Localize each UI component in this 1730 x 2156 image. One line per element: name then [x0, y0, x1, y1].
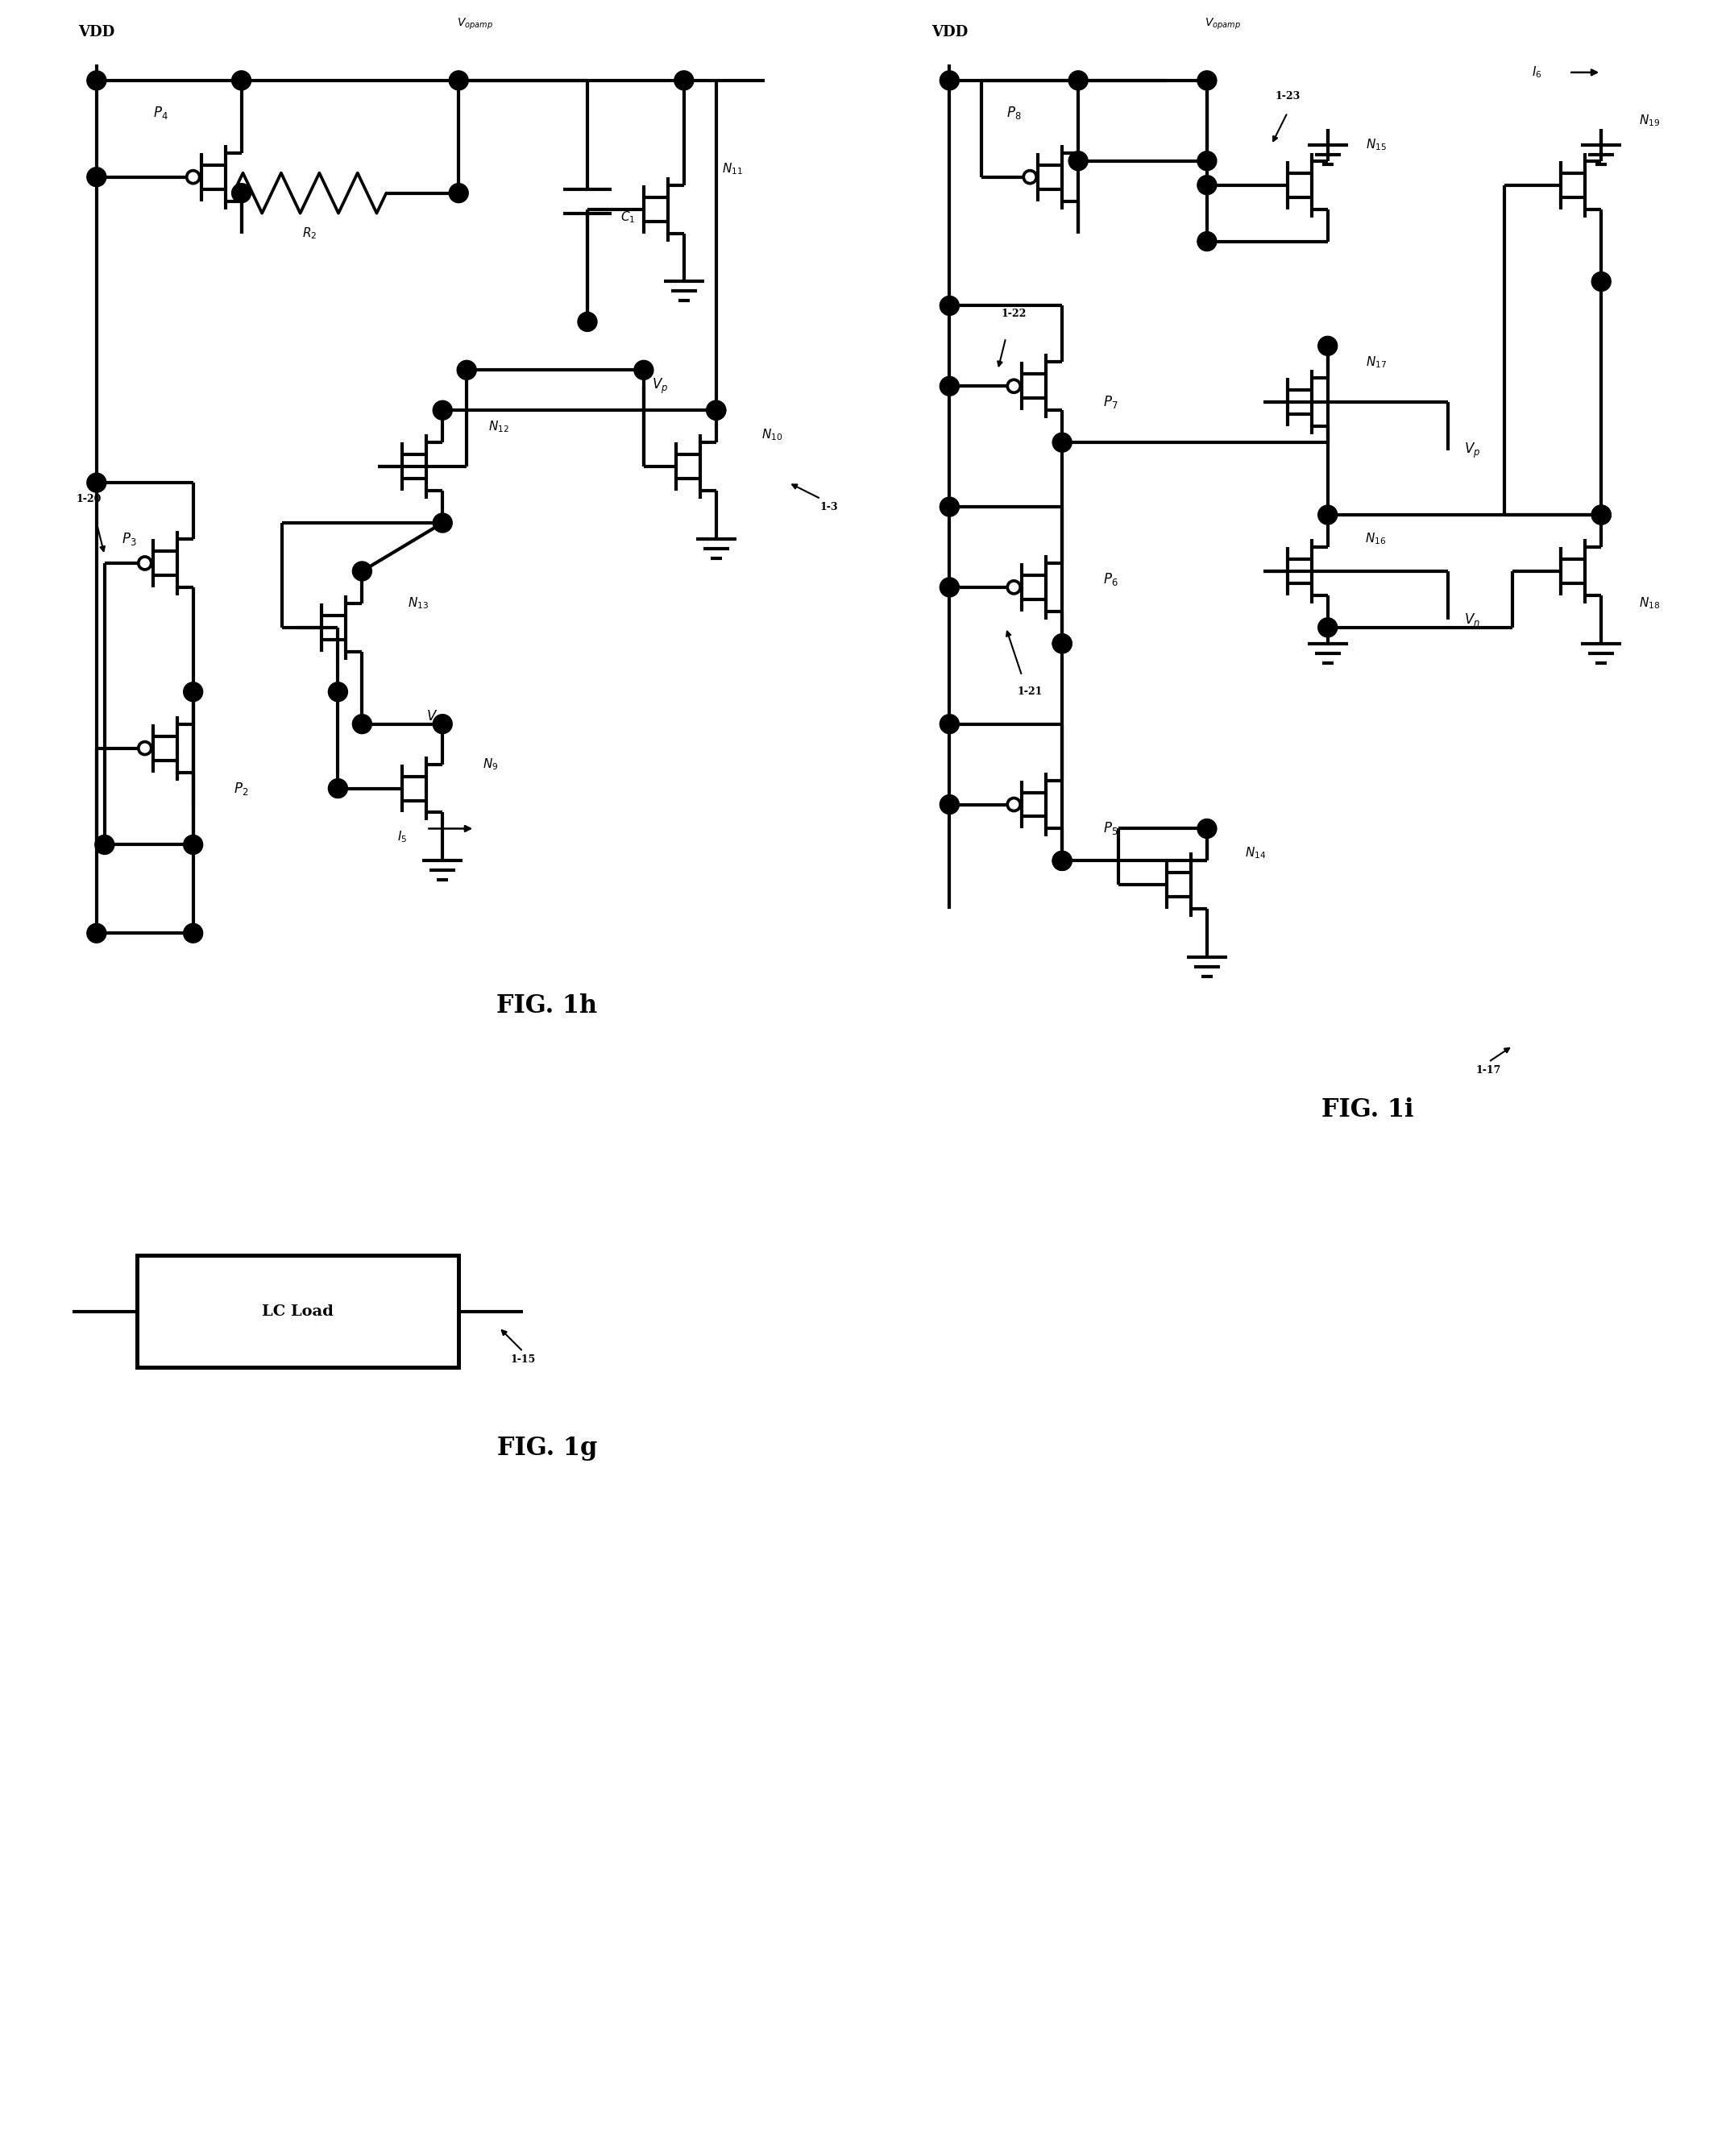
Text: $P_7$: $P_7$	[1104, 395, 1118, 410]
Text: $N_{17}$: $N_{17}$	[1365, 354, 1386, 369]
Circle shape	[138, 556, 151, 569]
Circle shape	[1069, 151, 1088, 170]
Text: $I_6$: $I_6$	[1531, 65, 1541, 80]
Text: LC Load: LC Load	[261, 1304, 334, 1319]
Text: $N_{14}$: $N_{14}$	[1244, 845, 1266, 860]
Circle shape	[1197, 175, 1216, 194]
Text: $C_1$: $C_1$	[621, 209, 635, 224]
Circle shape	[939, 578, 958, 597]
Circle shape	[329, 681, 348, 701]
Circle shape	[1197, 231, 1216, 250]
Circle shape	[183, 923, 202, 942]
Text: $V_p$: $V_p$	[652, 377, 668, 395]
Text: $V_{opamp}$: $V_{opamp}$	[1206, 17, 1240, 32]
Circle shape	[706, 401, 727, 420]
Circle shape	[939, 377, 958, 397]
Circle shape	[187, 170, 199, 183]
Text: $N_9$: $N_9$	[483, 757, 498, 772]
Text: $V_p$: $V_p$	[1464, 442, 1481, 459]
Circle shape	[1052, 634, 1073, 653]
Circle shape	[86, 168, 106, 188]
Text: FIG. 1g: FIG. 1g	[497, 1436, 597, 1460]
Text: $V_{opamp}$: $V_{opamp}$	[457, 17, 493, 32]
Circle shape	[939, 498, 958, 517]
Text: $N_{15}$: $N_{15}$	[1365, 138, 1386, 153]
Circle shape	[1318, 505, 1337, 524]
Text: $N_{19}$: $N_{19}$	[1638, 112, 1661, 127]
Text: $N_{10}$: $N_{10}$	[761, 427, 784, 442]
Text: 1-15: 1-15	[510, 1354, 536, 1365]
Text: $N_{11}$: $N_{11}$	[721, 162, 742, 177]
Circle shape	[939, 295, 958, 315]
Text: VDD: VDD	[931, 26, 967, 39]
Circle shape	[432, 401, 452, 420]
Text: $P_6$: $P_6$	[1104, 571, 1118, 586]
Circle shape	[1197, 819, 1216, 839]
Text: VDD: VDD	[78, 26, 114, 39]
Circle shape	[95, 834, 114, 854]
Text: 1-22: 1-22	[1002, 308, 1026, 319]
Circle shape	[86, 71, 106, 91]
Circle shape	[1052, 634, 1073, 653]
Circle shape	[1592, 505, 1611, 524]
Circle shape	[86, 923, 106, 942]
Text: $P_3$: $P_3$	[121, 530, 137, 548]
Circle shape	[1592, 272, 1611, 291]
Circle shape	[432, 513, 452, 533]
Circle shape	[353, 714, 372, 733]
Circle shape	[1318, 619, 1337, 638]
Circle shape	[578, 313, 597, 332]
Circle shape	[706, 401, 727, 420]
Circle shape	[457, 360, 476, 379]
Text: $N_{13}$: $N_{13}$	[408, 595, 429, 610]
Circle shape	[1069, 71, 1088, 91]
Text: $N_{16}$: $N_{16}$	[1365, 533, 1386, 545]
Circle shape	[183, 681, 202, 701]
Text: $N_{18}$: $N_{18}$	[1638, 595, 1661, 610]
Circle shape	[1197, 151, 1216, 170]
Text: $V_n$: $V_n$	[1465, 612, 1481, 627]
Circle shape	[1052, 852, 1073, 871]
Circle shape	[86, 472, 106, 492]
Text: 1-3: 1-3	[820, 502, 837, 513]
Text: 1-17: 1-17	[1476, 1065, 1502, 1076]
Circle shape	[1024, 170, 1036, 183]
Text: $I_5$: $I_5$	[398, 830, 407, 845]
Circle shape	[183, 834, 202, 854]
Text: $N_{12}$: $N_{12}$	[488, 418, 509, 433]
Circle shape	[635, 360, 654, 379]
Text: 1-21: 1-21	[1017, 686, 1043, 696]
Text: $R_2$: $R_2$	[303, 226, 317, 241]
Circle shape	[232, 183, 251, 203]
Bar	[137, 1255, 458, 1367]
Circle shape	[1052, 852, 1073, 871]
Circle shape	[939, 796, 958, 815]
Text: 1-23: 1-23	[1275, 91, 1299, 101]
Circle shape	[329, 778, 348, 798]
Text: $V_n$: $V_n$	[427, 707, 443, 724]
Circle shape	[1592, 505, 1611, 524]
Circle shape	[1007, 379, 1021, 392]
Circle shape	[1197, 71, 1216, 91]
Text: $P_2$: $P_2$	[234, 780, 249, 796]
Circle shape	[1052, 433, 1073, 453]
Text: $P_4$: $P_4$	[154, 106, 168, 121]
Circle shape	[232, 71, 251, 91]
Circle shape	[1007, 798, 1021, 811]
Circle shape	[353, 561, 372, 580]
Circle shape	[1007, 580, 1021, 593]
Circle shape	[1318, 336, 1337, 356]
Circle shape	[432, 714, 452, 733]
Circle shape	[675, 71, 694, 91]
Circle shape	[450, 183, 469, 203]
Text: FIG. 1h: FIG. 1h	[497, 994, 597, 1018]
Circle shape	[138, 742, 151, 755]
Text: $P_8$: $P_8$	[1007, 106, 1021, 121]
Text: FIG. 1i: FIG. 1i	[1322, 1097, 1413, 1123]
Circle shape	[939, 714, 958, 733]
Text: 1-20: 1-20	[76, 494, 100, 505]
Circle shape	[450, 71, 469, 91]
Circle shape	[939, 71, 958, 91]
Text: $P_5$: $P_5$	[1104, 821, 1118, 837]
